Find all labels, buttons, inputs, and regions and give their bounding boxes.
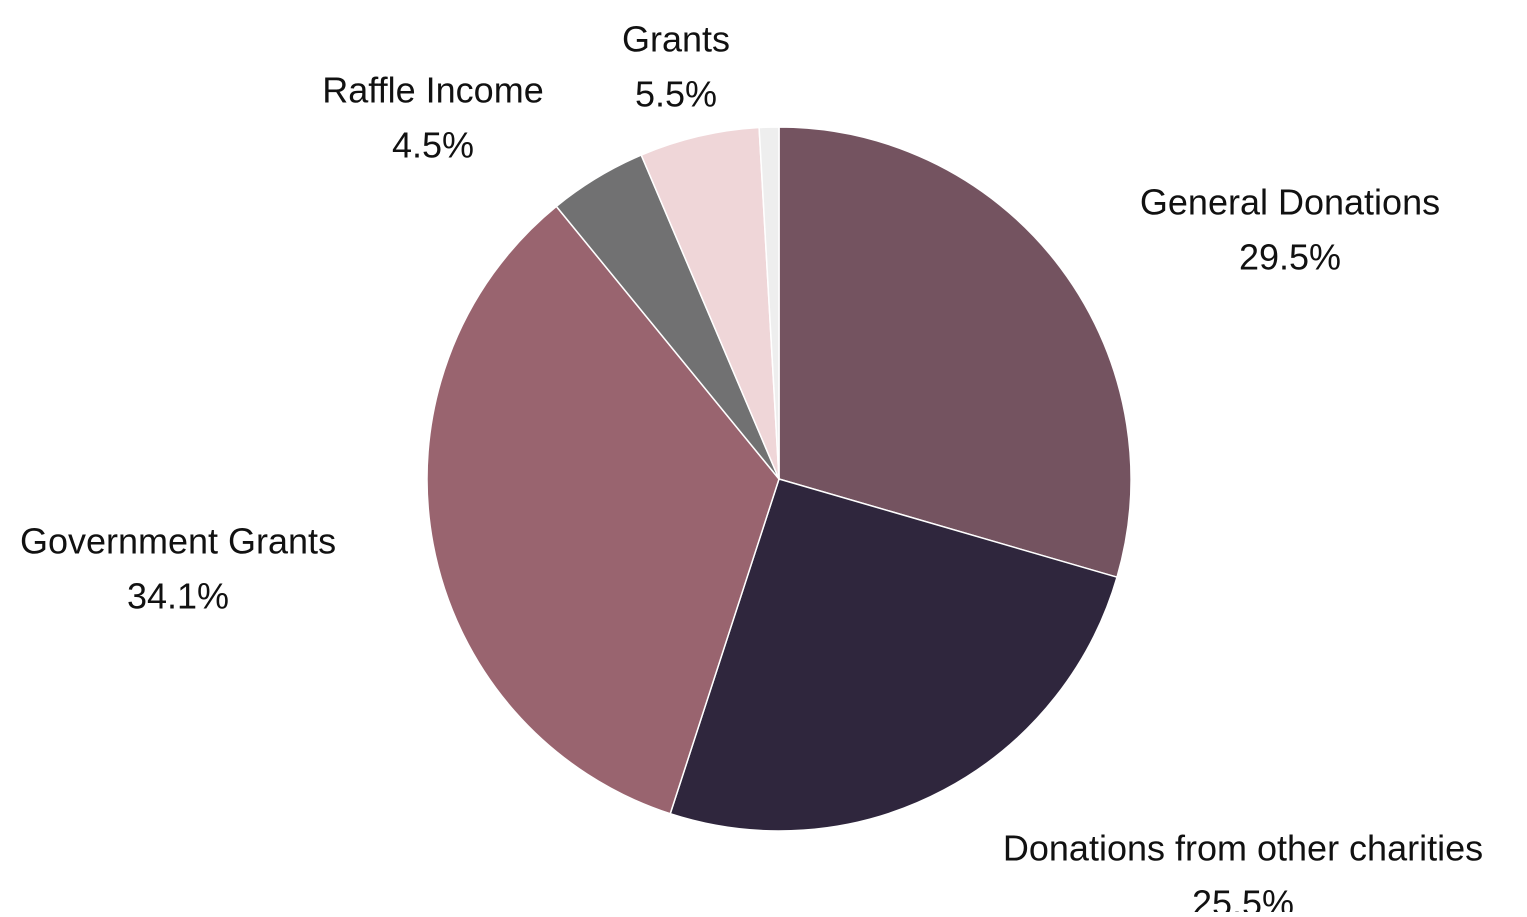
slice-label-grants: Grants: [622, 19, 730, 60]
pie-slices: [426, 126, 1132, 832]
pie-slice-donations-from-other-charities: [669, 478, 1118, 832]
slice-label-donations-from-other-charities: Donations from other charities: [1003, 828, 1483, 869]
slice-value-grants: 5.5%: [635, 74, 717, 115]
slice-value-donations-from-other-charities: 25.5%: [1192, 883, 1294, 913]
pie-labels: General Donations 29.5% Donations from oth…: [20, 19, 1483, 917]
pie-slice-general-donations: [778, 126, 1132, 578]
slice-label-general-donations: General Donations: [1140, 182, 1440, 223]
slice-value-raffle-income: 4.5%: [392, 125, 474, 166]
pie-slice-slice-5: [758, 126, 780, 480]
pie-slice-government-grants: [426, 205, 780, 815]
slice-label-government-grants: Government Grants: [20, 521, 336, 562]
slice-label-raffle-income: Raffle Income: [322, 70, 543, 111]
slice-value-government-grants: 34.1%: [127, 576, 229, 617]
slice-value-general-donations: 29.5%: [1239, 237, 1341, 278]
